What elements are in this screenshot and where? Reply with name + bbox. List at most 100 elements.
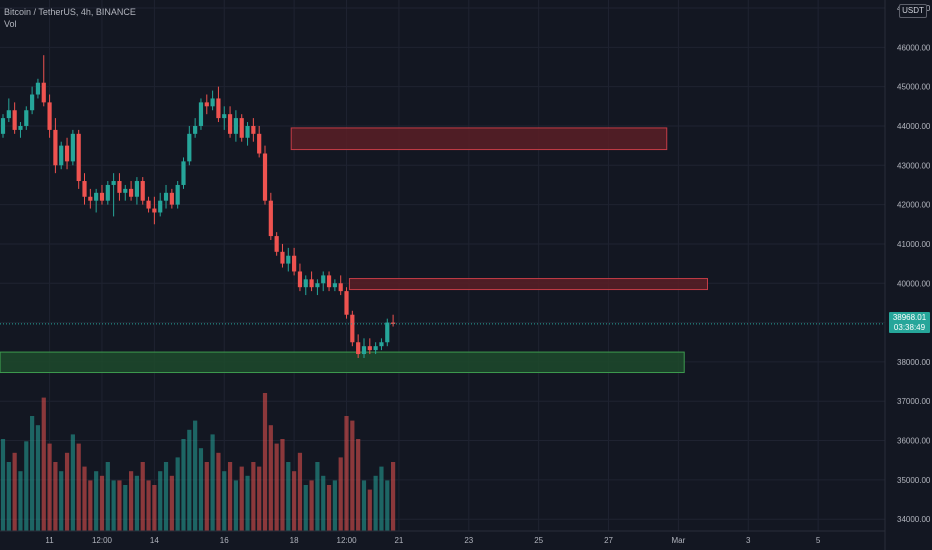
volume-bar: [222, 471, 227, 531]
volume-bar: [262, 393, 268, 531]
candle-body: [210, 98, 215, 107]
volume-bar: [216, 452, 221, 531]
volume-bar: [128, 471, 134, 531]
time-axis[interactable]: 11 12:00 14 16 18 12:00 21 23 25 27 Mar 3 5: [45, 536, 820, 545]
candle-body: [204, 102, 209, 107]
volume-bar: [373, 475, 378, 531]
volume-bar: [385, 480, 390, 531]
candle-body: [181, 161, 186, 185]
volume-bar: [117, 480, 122, 531]
volume-bar: [338, 457, 343, 531]
volume-bar: [356, 439, 361, 531]
candle-body: [356, 342, 361, 355]
bar-countdown: 03:38:49: [893, 323, 926, 332]
volume-bar: [169, 475, 174, 531]
volume-bar: [18, 471, 23, 531]
volume-bar: [391, 462, 396, 531]
volume-bar: [152, 485, 157, 531]
price-tick-label: 46000.00: [897, 43, 931, 52]
volume-bar: [163, 462, 169, 531]
volume-bar: [344, 416, 349, 531]
price-tick-label: 40000.00: [897, 279, 931, 288]
volume-bar: [251, 462, 256, 531]
volume-bar: [99, 475, 105, 531]
support-zone: [0, 351, 685, 374]
candle-body: [99, 192, 105, 201]
candle-body: [12, 110, 17, 130]
candle-body: [53, 129, 58, 166]
volume-bar: [175, 457, 180, 531]
volume-bar: [315, 462, 320, 531]
candle-body: [146, 200, 151, 209]
candle-body: [251, 125, 256, 134]
volume-bar: [286, 462, 291, 531]
candle-body: [187, 133, 192, 162]
candle-body: [82, 181, 87, 197]
time-tick-label: 14: [150, 536, 159, 545]
volume-bar: [332, 480, 337, 531]
candle-body: [94, 192, 99, 201]
candle-body: [315, 283, 320, 288]
time-tick-label: 18: [290, 536, 299, 545]
candle-body: [280, 251, 285, 264]
candle-body: [163, 192, 169, 201]
volume-indicator-label[interactable]: Vol: [4, 19, 17, 29]
volume-bar: [350, 420, 355, 531]
candle-body: [158, 200, 163, 213]
volume-bar: [321, 475, 326, 531]
volume-bar: [70, 434, 75, 531]
price-axis[interactable]: 34000.00 35000.00 36000.00 37000.00 38000.00…: [897, 4, 931, 524]
volume-bar: [303, 485, 308, 531]
candle-body: [18, 125, 23, 130]
candle-body: [262, 153, 268, 201]
volume-bar: [140, 462, 145, 531]
price-tick-label: 35000.00: [897, 476, 931, 485]
volume-bar: [227, 462, 233, 531]
volume-bar: [239, 466, 244, 531]
currency-badge[interactable]: USDT: [899, 4, 927, 18]
symbol-title[interactable]: Bitcoin / TetherUS, 4h, BINANCE: [4, 7, 136, 17]
candle-body: [70, 133, 75, 162]
candle-body: [128, 188, 134, 197]
price-tick-label: 43000.00: [897, 161, 931, 170]
volume-bar: [379, 466, 384, 531]
volume-bar: [187, 429, 192, 531]
candle-body: [292, 255, 297, 272]
time-tick-label: 12:00: [337, 536, 358, 545]
candle-body: [303, 279, 308, 288]
volume-bar: [181, 439, 186, 531]
time-tick-label: 25: [534, 536, 543, 545]
price-tick-label: 37000.00: [897, 397, 931, 406]
candle-body: [175, 184, 180, 205]
candle-body: [367, 346, 372, 351]
volume-bar: [88, 480, 93, 531]
volume-bar: [82, 466, 87, 531]
candle-body: [105, 184, 110, 201]
candle-body: [59, 145, 64, 166]
candle-body: [35, 82, 41, 95]
volume-bar: [94, 471, 99, 531]
candle-body: [379, 342, 384, 347]
time-tick-label: 11: [45, 536, 54, 545]
time-tick-label: 21: [394, 536, 403, 545]
candle-body: [111, 181, 116, 185]
volume-bar: [134, 475, 140, 531]
price-zones: [0, 127, 709, 374]
candle-body: [344, 291, 349, 315]
volume-bar: [158, 471, 163, 531]
candle-body: [88, 196, 93, 201]
volume-bar: [47, 443, 52, 531]
candle-body: [227, 114, 233, 134]
chart-legend: Bitcoin / TetherUS, 4h, BINANCE Vol: [4, 6, 136, 30]
candle-body: [134, 181, 140, 197]
volume-bar: [361, 480, 367, 531]
candle-body: [332, 283, 337, 288]
volume-bar: [233, 480, 238, 531]
candle-body: [361, 346, 367, 355]
volume-bar: [292, 471, 297, 531]
volume-bar: [0, 439, 6, 531]
candle-body: [257, 133, 262, 154]
candle-body: [268, 200, 273, 237]
volume-bar: [53, 462, 58, 531]
